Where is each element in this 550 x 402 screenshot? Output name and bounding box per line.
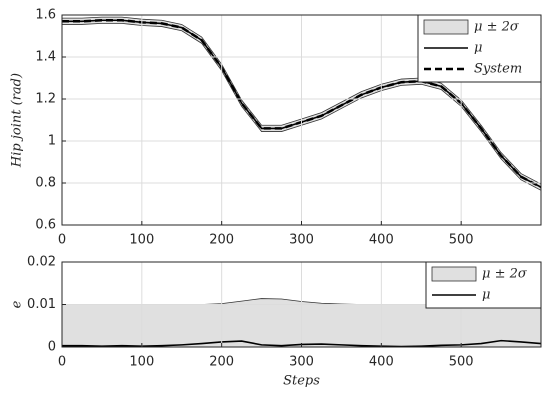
- legend-label: μ ± 2σ: [482, 267, 528, 282]
- y-tick-label: 1.6: [35, 8, 56, 23]
- y-tick-label: 0.6: [35, 218, 56, 233]
- x-tick-label: 500: [449, 355, 474, 370]
- y-tick-label: 1: [48, 134, 56, 149]
- legend-label: System: [474, 62, 522, 77]
- axes-frame: [61, 14, 542, 226]
- y-tick-label: 1.2: [35, 92, 56, 107]
- y-tick-label: 0: [48, 340, 56, 355]
- legend-swatch: [431, 266, 477, 282]
- legend-label: μ ± 2σ: [474, 20, 520, 35]
- x-axis-label: Steps: [283, 374, 320, 389]
- x-tick-label: 100: [129, 355, 154, 370]
- y-axis-label: Hip joint (rad): [10, 73, 25, 168]
- x-tick-label: 400: [369, 233, 394, 248]
- x-tick-label: 400: [369, 355, 394, 370]
- legend-label: μ: [474, 41, 482, 56]
- x-tick-label: 100: [129, 233, 154, 248]
- x-tick-label: 200: [209, 355, 234, 370]
- y-axis-label: e: [10, 300, 25, 308]
- confidence-band: [62, 16, 541, 191]
- x-tick-label: 300: [289, 233, 314, 248]
- y-tick-label: 0.8: [35, 176, 56, 191]
- legend-label: μ: [482, 288, 490, 303]
- y-tick-label: 0.02: [27, 255, 56, 270]
- y-tick-label: 0.01: [27, 297, 56, 312]
- x-tick-label: 0: [58, 233, 66, 248]
- legend-swatch: [423, 19, 469, 35]
- y-tick-label: 1.4: [35, 50, 56, 65]
- x-tick-label: 500: [449, 233, 474, 248]
- x-tick-label: 300: [289, 355, 314, 370]
- x-tick-label: 200: [209, 233, 234, 248]
- x-tick-label: 0: [58, 355, 66, 370]
